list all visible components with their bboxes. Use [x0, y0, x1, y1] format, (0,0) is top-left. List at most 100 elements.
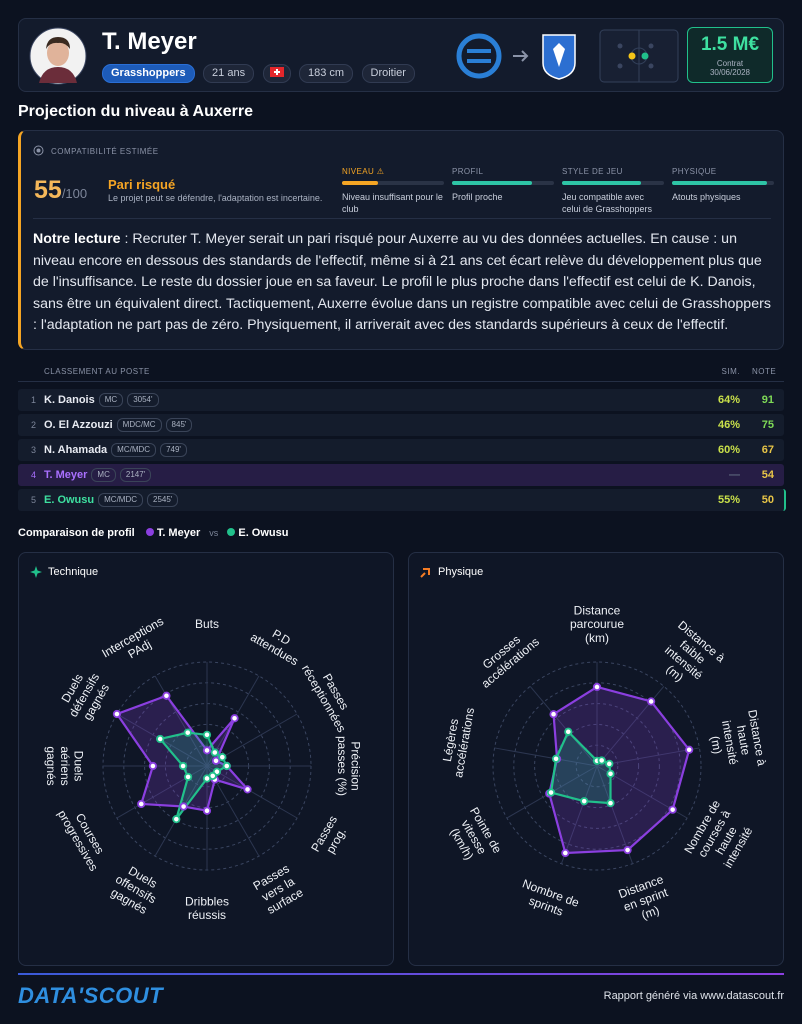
position-tag: MC/MDC [98, 493, 144, 508]
criterion-track [342, 181, 444, 185]
verdict: Pari risqué [108, 177, 176, 192]
series-point [546, 788, 556, 797]
avatar [29, 27, 87, 85]
series-point [183, 728, 192, 737]
reading-text: : Recruter T. Meyer serait un pari risqu… [33, 231, 771, 333]
axis-label: P.Dattendues [248, 618, 308, 668]
series-point [605, 759, 614, 768]
position-tag: MC/MDC [111, 443, 157, 458]
ranking-row: 5 E. Owusu MC/MDC 2545' 55% 50 [18, 489, 786, 511]
transfer-logos [456, 33, 576, 80]
criterion-label: NIVEAU ⚠ [342, 167, 385, 176]
series-point [183, 772, 193, 782]
criterion: PHYSIQUE Atouts physiques [672, 167, 774, 203]
spoke [529, 686, 598, 767]
series-point [668, 805, 677, 814]
footer-logo: DATA'SCOUT [18, 983, 164, 1008]
axis-label: Coursesprogressives [55, 801, 113, 874]
player-name: T. Meyer [44, 469, 88, 481]
series-area [548, 685, 691, 855]
series-point [551, 754, 561, 763]
comparison-title: Comparaison de profil [18, 527, 135, 539]
axis-label: Dribbles réussis [185, 894, 229, 922]
panel-title: Technique [48, 566, 99, 578]
score-max: /100 [61, 186, 88, 201]
ranking-row: 4 T. Meyer MC 2147' — 54 [18, 464, 784, 486]
note: 50 [761, 494, 774, 506]
section-title: Projection du niveau à Auxerre [18, 103, 254, 120]
series-point [178, 761, 188, 771]
note: 67 [761, 444, 774, 456]
criterion-track [452, 181, 554, 185]
series-point [230, 714, 239, 723]
axis-label: Pointe devitesse(km/h) [443, 805, 505, 870]
series-point [210, 748, 219, 757]
reading: Notre lecture : Recruter T. Meyer serait… [33, 229, 773, 337]
legend-label: E. Owusu [238, 527, 289, 539]
player: K. Danois MC 3054' [44, 389, 159, 411]
axis-label: Passesréceptionnées [299, 656, 361, 735]
series-point [179, 802, 188, 811]
player-name: K. Danois [44, 394, 95, 406]
similarity: — [729, 469, 740, 481]
age-tag: 21 ans [203, 64, 255, 83]
radar-chart: Distance parcourue (km) Distance àfaibleint… [440, 603, 769, 927]
spoke [596, 747, 700, 767]
series-point [172, 815, 181, 824]
ranking-title: CLASSEMENT AU POSTE [44, 367, 150, 376]
player-name: T. Meyer [102, 28, 197, 55]
axis-label: Duelsdéfensifsgagnés [54, 664, 114, 726]
ranking-row: 2 O. El Azzouzi MDC/MC 845' 46% 75 [18, 414, 784, 436]
series-point [218, 753, 227, 762]
player: N. Ahamada MC/MDC 749' [44, 439, 187, 461]
contract-date: 30/06/2028 [709, 68, 751, 77]
series-point [162, 691, 171, 700]
separator [33, 218, 771, 219]
axis-label: Duelsaériensgagnés [44, 746, 86, 785]
note-header: NOTE [752, 367, 777, 376]
reading-lead: Notre lecture [33, 231, 121, 247]
axis-label: Passesprog. [308, 813, 352, 861]
target-icon [33, 145, 44, 156]
compatibility-label: COMPATIBILITÉ ESTIMÉE [51, 147, 159, 156]
footer-credit: Rapport généré via www.datascout.fr [603, 990, 784, 1002]
legend-label: T. Meyer [156, 527, 201, 539]
grid-ring [554, 723, 640, 809]
score-value: 55 [34, 176, 62, 204]
axis-label: Distance àfaibleintensité(m) [649, 618, 728, 697]
flag [269, 67, 284, 77]
series-point [623, 845, 632, 855]
panel-icon [30, 566, 42, 578]
criterion-label: PROFIL [452, 167, 484, 176]
criterion: NIVEAU ⚠ Niveau insuffisant pour le club [342, 167, 444, 215]
score: 55/100 [34, 176, 87, 205]
criterion-track [672, 181, 774, 185]
player-header: T. Meyer Grasshoppers 21 ans 183 cm Droi… [18, 18, 784, 92]
similarity: 60% [717, 444, 740, 456]
separator [18, 381, 784, 382]
rank: 5 [31, 495, 37, 505]
criterion-bar [452, 181, 532, 185]
criterion-note: Jeu compatible avec celui de Grasshopper… [562, 192, 653, 214]
value-box: 1.5 M€ Contrat 30/06/2028 [687, 27, 773, 83]
series-point [564, 727, 573, 736]
grid-ring [534, 703, 660, 829]
criterion-note: Profil proche [452, 192, 503, 202]
axis-label: Précisionpasses (%) [335, 736, 363, 796]
panel-icon [420, 568, 430, 578]
series-point [137, 799, 146, 809]
minutes-tag: 2545' [147, 493, 179, 508]
minutes-tag: 2147' [119, 468, 152, 483]
series-point [606, 799, 615, 808]
legend-swatch [145, 528, 154, 536]
series-point [211, 756, 221, 765]
market-value: 1.5 M€ [700, 34, 760, 55]
sim-header: SIM. [721, 367, 740, 376]
player-tags: Grasshoppers 21 ans 183 cm Droitier [102, 64, 419, 83]
axis-label: Distance parcourue (km) [570, 603, 624, 645]
criterion-label: PHYSIQUE [672, 167, 717, 176]
axis-label: Distanceen sprint(m) [617, 872, 675, 927]
series-point [202, 746, 212, 755]
vs: vs [209, 528, 219, 538]
club-tag: Grasshoppers [102, 64, 195, 83]
